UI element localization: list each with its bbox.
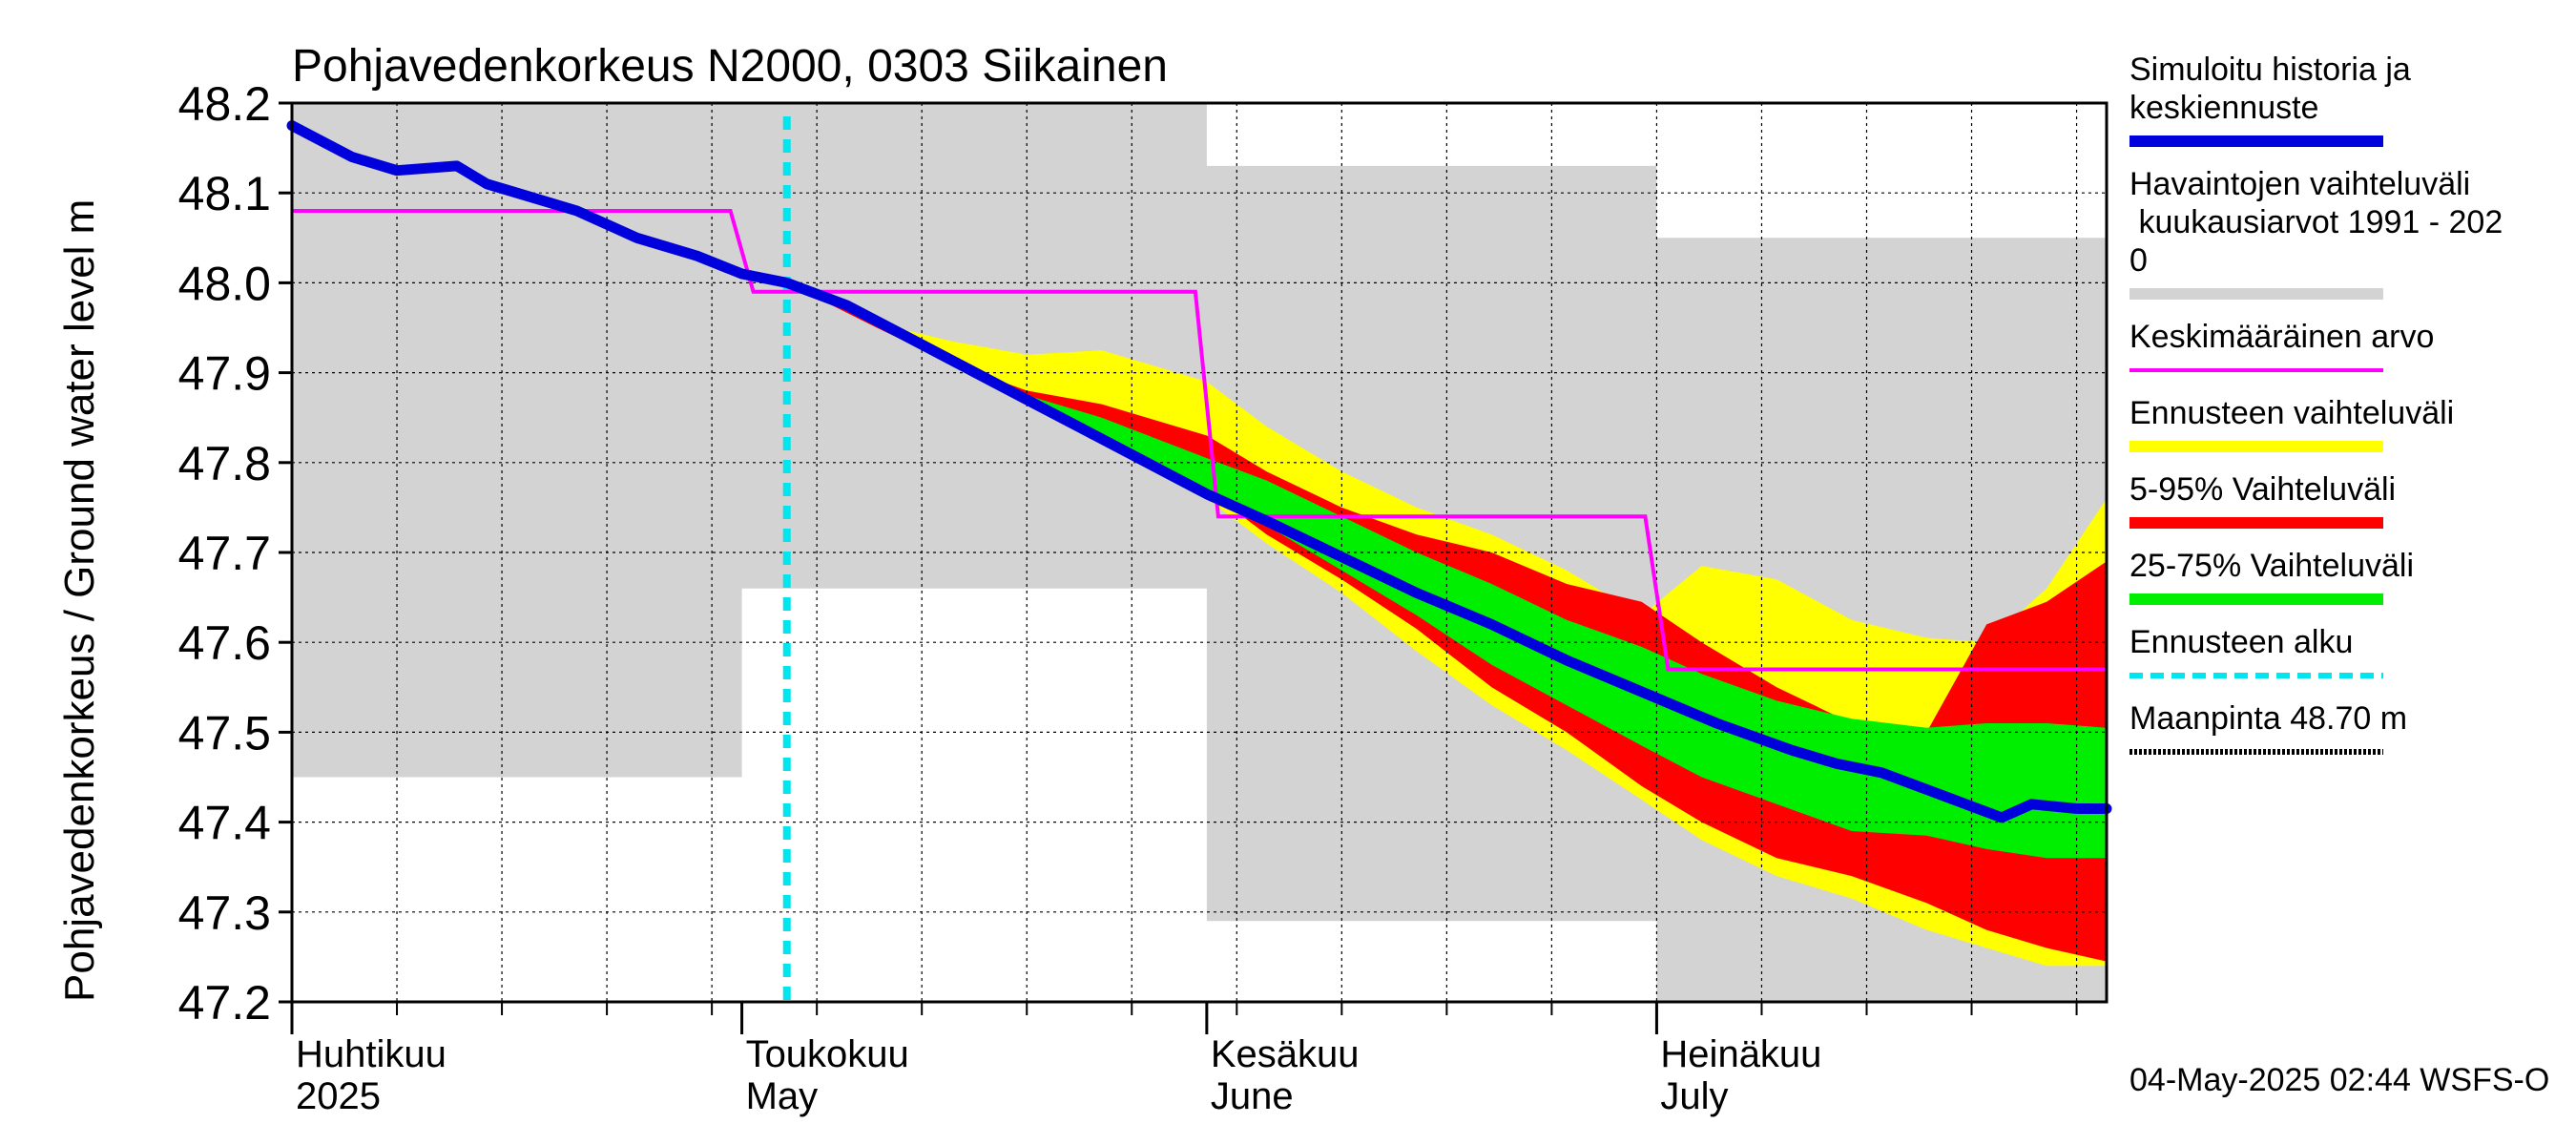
y-tick-label: 48.0 <box>178 257 271 310</box>
x-month-label-fi: Kesäkuu <box>1211 1033 1360 1075</box>
y-tick-label: 47.3 <box>178 886 271 940</box>
x-month-label-fi: Huhtikuu <box>296 1033 447 1075</box>
legend-label: Ennusteen vaihteluväli <box>2129 395 2454 431</box>
x-month-label-en: May <box>746 1075 819 1117</box>
x-month-label-fi: Heinäkuu <box>1660 1033 1821 1075</box>
axes-layer: 47.2 47.3 47.4 47.5 47.6 47.7 47.8 47.9 48.0 48.1… <box>178 77 2078 1117</box>
y-tick-label: 47.2 <box>178 976 271 1030</box>
y-axis-label: Pohjavedenkorkeus / Ground water level m <box>56 199 103 1002</box>
legend-label: 25-75% Vaihteluväli <box>2129 548 2414 584</box>
legend-label: kuukausiarvot 1991 - 202 <box>2129 204 2503 240</box>
x-month-label-fi: Toukokuu <box>746 1033 909 1075</box>
y-tick-label: 47.7 <box>178 527 271 580</box>
y-tick-label: 48.1 <box>178 167 271 220</box>
band-25-75 <box>786 282 2108 859</box>
legend-label: Simuloitu historia ja <box>2129 52 2411 88</box>
x-month-label-en: June <box>1211 1075 1294 1117</box>
legend-label: Maanpinta 48.70 m <box>2129 700 2407 737</box>
x-month-label-en: July <box>1660 1075 1728 1117</box>
y-tick-label: 47.5 <box>178 706 271 760</box>
bands-layer <box>292 103 2108 1002</box>
simulated-mean-line <box>286 120 2112 823</box>
legend-label: 0 <box>2129 242 2148 279</box>
mean-value-line <box>292 209 2107 672</box>
y-tick-label: 47.6 <box>178 616 271 670</box>
y-tick-label: 47.4 <box>178 797 271 850</box>
y-tick-label: 48.2 <box>178 77 271 131</box>
y-tick-label: 47.9 <box>178 347 271 401</box>
legend-label: Keskimääräinen arvo <box>2129 319 2434 355</box>
chart-title: Pohjavedenkorkeus N2000, 0303 Siikainen <box>292 41 1168 92</box>
legend-label: keskiennuste <box>2129 90 2318 126</box>
legend-label: 5-95% Vaihteluväli <box>2129 471 2396 508</box>
x-month-label-en: 2025 <box>296 1075 381 1117</box>
legend-label: Ennusteen alku <box>2129 624 2353 660</box>
legend-label: Havaintojen vaihteluväli <box>2129 166 2470 202</box>
footer-timestamp: 04-May-2025 02:44 WSFS-O <box>2129 1062 2549 1098</box>
y-tick-label: 47.8 <box>178 437 271 490</box>
grid-layer <box>292 103 2107 1002</box>
lines-layer <box>286 116 2112 1002</box>
